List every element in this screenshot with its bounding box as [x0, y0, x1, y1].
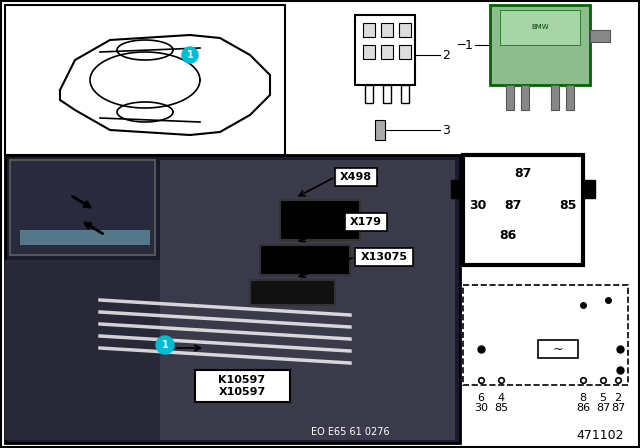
Text: 87: 87 [515, 167, 532, 180]
Text: 30: 30 [474, 403, 488, 413]
Text: 1: 1 [465, 39, 473, 52]
Bar [365, 85, 373, 103]
Bar [463, 285, 628, 385]
Text: ~: ~ [553, 343, 563, 356]
Bar [335, 168, 377, 186]
Bar [345, 213, 387, 231]
Text: X10597: X10597 [218, 387, 266, 397]
Bar [399, 45, 411, 59]
Bar [5, 5, 285, 155]
Text: K10597: K10597 [218, 375, 266, 385]
Bar [401, 85, 409, 103]
Bar [20, 230, 150, 245]
Text: EO E65 61 0276: EO E65 61 0276 [310, 427, 389, 437]
Text: 4: 4 [497, 393, 504, 403]
Bar [583, 180, 595, 198]
Bar [566, 85, 574, 110]
Text: 6: 6 [477, 393, 484, 403]
Bar [538, 340, 578, 358]
Text: 87: 87 [504, 198, 522, 211]
Bar [590, 30, 610, 42]
Bar [506, 85, 514, 110]
Bar [5, 260, 160, 440]
Bar [280, 200, 360, 240]
Bar [363, 45, 375, 59]
Text: 30: 30 [469, 198, 486, 211]
Text: 85: 85 [559, 198, 577, 211]
Text: 87: 87 [611, 403, 625, 413]
Bar [381, 45, 393, 59]
Bar [551, 85, 559, 110]
Text: 2: 2 [442, 48, 450, 61]
Bar [451, 180, 463, 198]
Bar [5, 155, 460, 443]
Text: 1: 1 [187, 50, 193, 60]
Text: 85: 85 [494, 403, 508, 413]
Text: ─: ─ [458, 39, 465, 52]
Bar [490, 5, 590, 85]
Bar [260, 245, 350, 275]
Text: X498: X498 [340, 172, 372, 182]
Bar [363, 23, 375, 37]
Text: 87: 87 [596, 403, 610, 413]
Text: 3: 3 [442, 124, 450, 137]
Bar [521, 85, 529, 110]
Text: X13075: X13075 [360, 252, 408, 262]
Text: BMW: BMW [531, 24, 549, 30]
Text: 86: 86 [576, 403, 590, 413]
Bar [463, 155, 583, 265]
Bar [383, 85, 391, 103]
Bar [399, 23, 411, 37]
Circle shape [156, 336, 174, 354]
Circle shape [182, 47, 198, 63]
Bar [355, 248, 413, 266]
Bar [381, 23, 393, 37]
Bar [355, 15, 415, 85]
Bar [250, 280, 335, 305]
Text: 5: 5 [600, 393, 607, 403]
Text: 8: 8 [579, 393, 587, 403]
Bar [375, 120, 385, 140]
Bar [195, 370, 290, 402]
Text: X179: X179 [350, 217, 382, 227]
Bar [500, 10, 580, 45]
Text: 1: 1 [162, 340, 168, 350]
Bar [10, 160, 155, 255]
Text: 471102: 471102 [576, 428, 624, 441]
Bar [160, 160, 455, 440]
Text: 86: 86 [499, 228, 516, 241]
Text: 2: 2 [614, 393, 621, 403]
